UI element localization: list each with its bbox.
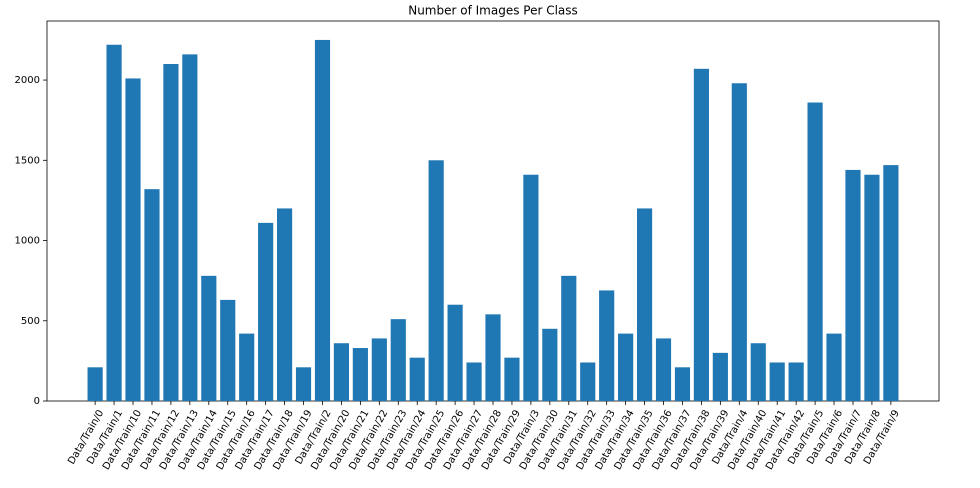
chart-title: Number of Images Per Class <box>408 4 578 18</box>
bar <box>788 362 804 401</box>
bar <box>750 343 766 401</box>
bar <box>277 208 293 401</box>
bar <box>447 304 463 401</box>
bar <box>864 174 880 401</box>
bar <box>580 362 596 401</box>
bar <box>87 367 103 401</box>
bar <box>561 275 577 401</box>
bar <box>523 174 539 401</box>
bar <box>106 44 122 401</box>
bar <box>314 39 331 401</box>
bar <box>485 314 501 401</box>
bar <box>883 165 899 401</box>
bar <box>239 333 255 401</box>
bar <box>655 338 672 401</box>
bar <box>258 222 274 401</box>
bar <box>731 83 747 401</box>
bar <box>220 299 236 401</box>
bar <box>542 328 558 401</box>
bar <box>125 78 141 401</box>
y-tick-label: 1000 <box>15 236 40 247</box>
bar <box>428 160 444 401</box>
bar <box>163 64 179 401</box>
bar <box>712 352 728 401</box>
bar <box>409 357 425 401</box>
bar <box>618 333 634 401</box>
bar <box>333 343 350 401</box>
bar <box>390 319 406 401</box>
bar <box>845 169 861 401</box>
bar <box>636 208 653 401</box>
bar <box>182 54 198 401</box>
bar <box>769 362 785 401</box>
bar <box>295 367 312 401</box>
y-tick-label: 500 <box>21 316 40 327</box>
y-tick-label: 1500 <box>15 155 40 166</box>
bar <box>371 338 387 401</box>
bar <box>466 362 482 401</box>
bar <box>826 333 842 401</box>
bar <box>144 189 160 401</box>
bar <box>504 357 520 401</box>
bar <box>807 102 823 402</box>
y-tick-label: 2000 <box>15 75 40 86</box>
bar <box>599 290 615 401</box>
bar <box>352 348 368 401</box>
bar <box>201 275 217 401</box>
bar <box>693 68 709 401</box>
y-tick-label: 0 <box>34 396 40 407</box>
bar <box>674 367 691 401</box>
